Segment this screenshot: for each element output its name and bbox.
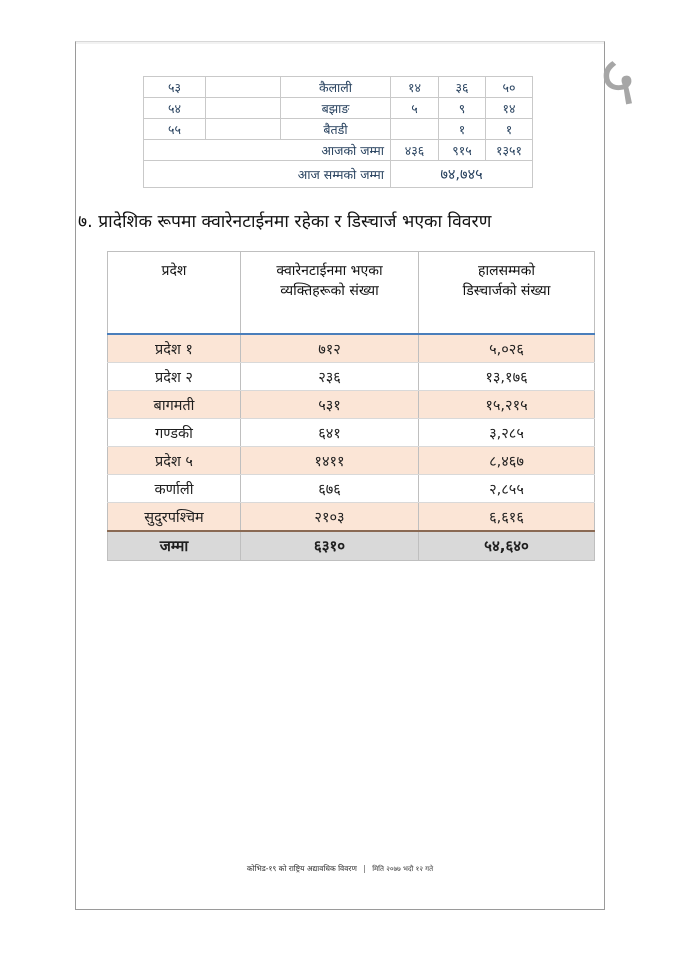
column-header-quarantine-line1: क्वारेनटाईनमा भएका — [276, 263, 383, 279]
total-row: जम्मा ६३१० ५४,६४० — [107, 530, 595, 561]
province-quarantine-count: २३६ — [240, 362, 419, 391]
province-name: प्रदेश २ — [107, 362, 241, 391]
district-summary-table: ५३ कैलाली १४ ३६ ५० ५४ बझाङ ५ ९ १४ ५५ बैत… — [143, 76, 533, 188]
column-header-discharged-line1: हालसम्मको — [478, 263, 535, 279]
total-discharged-count: ५४,६४० — [418, 530, 595, 561]
today-total-value-2: ९१५ — [438, 139, 486, 161]
district-sn: ५४ — [143, 97, 206, 119]
grand-total-row: आज सम्मको जम्मा ७४,७४५ — [143, 160, 533, 188]
section-heading: ७. प्रादेशिक रूपमा क्वारेनटाईनमा रहेका र… — [78, 212, 492, 232]
province-name: गण्डकी — [107, 418, 241, 447]
district-value-1: ५ — [390, 97, 439, 119]
province-name: सुदुरपश्चिम — [107, 502, 241, 532]
today-total-value-1: ४३६ — [390, 139, 439, 161]
district-blank — [205, 76, 281, 98]
district-name: बझाङ — [280, 97, 391, 119]
page-number-watermark: ५ — [600, 42, 636, 121]
table-row: प्रदेश १ ७१२ ५,०२६ — [107, 333, 595, 363]
table-row: बागमती ५३१ १५,२१५ — [107, 390, 595, 419]
footer-separator: | — [363, 864, 366, 873]
column-header-province: प्रदेश — [107, 251, 241, 335]
column-header-quarantine: क्वारेनटाईनमा भएका व्यक्तिहरूको संख्या — [240, 251, 419, 335]
province-quarantine-count: ५३१ — [240, 390, 419, 419]
table-row: गण्डकी ६४१ ३,२८५ — [107, 418, 595, 447]
column-header-quarantine-line2: व्यक्तिहरूको संख्या — [280, 283, 379, 300]
province-name: बागमती — [107, 390, 241, 419]
province-discharged-count: ५,०२६ — [418, 333, 595, 363]
footer-date: मिति २०७७ भदौ १२ गते — [372, 865, 434, 873]
today-total-value-3: १३५१ — [485, 139, 533, 161]
grand-total-value: ७४,७४५ — [390, 160, 533, 188]
province-discharged-count: १३,१७६ — [418, 362, 595, 391]
district-value-2: ९ — [438, 97, 486, 119]
province-discharged-count: ६,६१६ — [418, 502, 595, 532]
table-row: प्रदेश २ २३६ १३,१७६ — [107, 362, 595, 391]
district-value-3: १ — [485, 118, 533, 140]
district-sn: ५३ — [143, 76, 206, 98]
district-value-3: १४ — [485, 97, 533, 119]
district-sn: ५५ — [143, 118, 206, 140]
table-header-row: प्रदेश क्वारेनटाईनमा भएका व्यक्तिहरूको स… — [107, 251, 595, 335]
district-blank — [205, 97, 281, 119]
grand-total-label: आज सम्मको जम्मा — [143, 160, 391, 188]
province-quarantine-count: ६७६ — [240, 474, 419, 503]
province-discharged-count: ३,२८५ — [418, 418, 595, 447]
province-name: कर्णाली — [107, 474, 241, 503]
province-quarantine-count: १४११ — [240, 446, 419, 475]
table-row: ५५ बैतडी १ १ — [143, 118, 533, 140]
district-value-1 — [390, 118, 439, 140]
page-footer: कोभिड-१९ को राष्ट्रिय अद्यावधिक विवरण | … — [78, 864, 602, 874]
province-quarantine-count: २१०३ — [240, 502, 419, 532]
today-total-row: आजको जम्मा ४३६ ९१५ १३५१ — [143, 139, 533, 161]
province-discharged-count: १५,२१५ — [418, 390, 595, 419]
province-name: प्रदेश ५ — [107, 446, 241, 475]
district-blank — [205, 118, 281, 140]
total-quarantine-count: ६३१० — [240, 530, 419, 561]
table-row: सुदुरपश्चिम २१०३ ६,६१६ — [107, 502, 595, 532]
district-value-2: १ — [438, 118, 486, 140]
district-name: बैतडी — [280, 118, 391, 140]
page-frame-top-shade — [76, 42, 604, 44]
district-value-2: ३६ — [438, 76, 486, 98]
today-total-label: आजको जम्मा — [143, 139, 391, 161]
province-discharged-count: ८,४६७ — [418, 446, 595, 475]
footer-title: कोभिड-१९ को राष्ट्रिय अद्यावधिक विवरण — [246, 864, 357, 873]
province-quarantine-count: ७१२ — [240, 333, 419, 363]
district-value-1: १४ — [390, 76, 439, 98]
table-row: प्रदेश ५ १४११ ८,४६७ — [107, 446, 595, 475]
province-name: प्रदेश १ — [107, 333, 241, 363]
province-quarantine-count: ६४१ — [240, 418, 419, 447]
table-row: कर्णाली ६७६ २,८५५ — [107, 474, 595, 503]
table-row: ५४ बझाङ ५ ९ १४ — [143, 97, 533, 119]
district-value-3: ५० — [485, 76, 533, 98]
province-discharged-count: २,८५५ — [418, 474, 595, 503]
district-name: कैलाली — [280, 76, 391, 98]
table-row: ५३ कैलाली १४ ३६ ५० — [143, 76, 533, 98]
total-label: जम्मा — [107, 530, 241, 561]
column-header-discharged: हालसम्मको डिस्चार्जको संख्या — [418, 251, 595, 335]
column-header-discharged-line2: डिस्चार्जको संख्या — [462, 283, 551, 300]
province-quarantine-table: प्रदेश क्वारेनटाईनमा भएका व्यक्तिहरूको स… — [107, 251, 595, 561]
